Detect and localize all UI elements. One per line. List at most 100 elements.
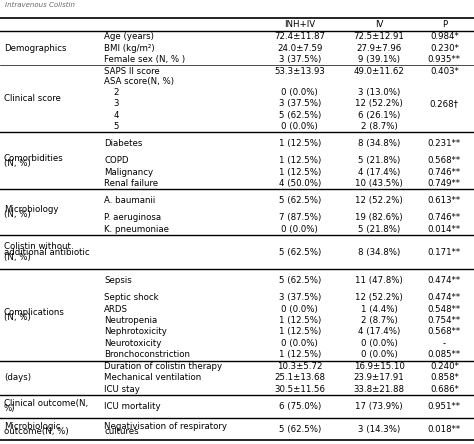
Text: 0.403*: 0.403* [430, 67, 459, 75]
Text: 3 (14.3%): 3 (14.3%) [358, 424, 401, 433]
Text: 0.749**: 0.749** [428, 179, 461, 188]
Text: 5 (21.8%): 5 (21.8%) [358, 225, 401, 234]
Text: 1 (12.5%): 1 (12.5%) [279, 350, 321, 359]
Text: 3 (37.5%): 3 (37.5%) [279, 99, 321, 108]
Text: 0 (0.0%): 0 (0.0%) [282, 87, 318, 97]
Text: INH+IV: INH+IV [284, 20, 315, 29]
Text: Microbiology: Microbiology [4, 205, 58, 214]
Text: 0.568**: 0.568** [428, 156, 461, 165]
Text: (N, %): (N, %) [4, 253, 30, 262]
Text: (N, %): (N, %) [4, 313, 30, 322]
Text: 5 (62.5%): 5 (62.5%) [279, 424, 321, 433]
Text: 3 (37.5%): 3 (37.5%) [279, 55, 321, 64]
Text: 3 (13.0%): 3 (13.0%) [358, 87, 401, 97]
Text: K. pneumoniae: K. pneumoniae [104, 225, 169, 234]
Text: 25.1±13.68: 25.1±13.68 [274, 373, 325, 382]
Text: Duration of colistin therapy: Duration of colistin therapy [104, 362, 222, 371]
Text: Neurotoxicity: Neurotoxicity [104, 339, 162, 348]
Text: %): %) [4, 404, 15, 413]
Text: Sepsis: Sepsis [104, 276, 132, 285]
Text: 5 (62.5%): 5 (62.5%) [279, 196, 321, 205]
Text: Demographics: Demographics [4, 44, 66, 53]
Text: COPD: COPD [104, 156, 129, 165]
Text: 2: 2 [114, 87, 119, 97]
Text: 5 (21.8%): 5 (21.8%) [358, 156, 401, 165]
Text: 0.548**: 0.548** [428, 305, 461, 313]
Text: ARDS: ARDS [104, 305, 128, 313]
Text: 17 (73.9%): 17 (73.9%) [356, 402, 403, 411]
Text: 72.4±11.87: 72.4±11.87 [274, 32, 325, 41]
Text: 3: 3 [114, 99, 119, 108]
Text: 0.231**: 0.231** [428, 139, 461, 148]
Text: -: - [443, 339, 446, 348]
Text: 6 (75.0%): 6 (75.0%) [279, 402, 321, 411]
Text: 1 (12.5%): 1 (12.5%) [279, 316, 321, 325]
Text: 0 (0.0%): 0 (0.0%) [361, 339, 398, 348]
Text: Comorbidities: Comorbidities [4, 154, 64, 163]
Text: 2 (8.7%): 2 (8.7%) [361, 316, 398, 325]
Text: 0 (0.0%): 0 (0.0%) [361, 350, 398, 359]
Text: 24.0±7.59: 24.0±7.59 [277, 44, 322, 53]
Text: Intravenous Colistin: Intravenous Colistin [5, 2, 75, 8]
Text: 1 (12.5%): 1 (12.5%) [279, 139, 321, 148]
Text: 0 (0.0%): 0 (0.0%) [282, 305, 318, 313]
Text: 0.935**: 0.935** [428, 55, 461, 64]
Text: 1 (4.4%): 1 (4.4%) [361, 305, 398, 313]
Text: 72.5±12.91: 72.5±12.91 [354, 32, 405, 41]
Text: 33.8±21.88: 33.8±21.88 [354, 385, 405, 393]
Text: cultures: cultures [104, 427, 139, 436]
Text: 12 (52.2%): 12 (52.2%) [356, 196, 403, 205]
Text: 1 (12.5%): 1 (12.5%) [279, 167, 321, 177]
Text: IV: IV [375, 20, 383, 29]
Text: 9 (39.1%): 9 (39.1%) [358, 55, 400, 64]
Text: 0.754**: 0.754** [428, 316, 461, 325]
Text: 8 (34.8%): 8 (34.8%) [358, 139, 401, 148]
Text: BMI (kg/m²): BMI (kg/m²) [104, 44, 155, 53]
Text: ASA score(N, %): ASA score(N, %) [104, 77, 174, 86]
Text: Malignancy: Malignancy [104, 167, 154, 177]
Text: Negativisation of respiratory: Negativisation of respiratory [104, 422, 227, 431]
Text: 5 (62.5%): 5 (62.5%) [279, 276, 321, 285]
Text: 0.951**: 0.951** [428, 402, 461, 411]
Text: 1 (12.5%): 1 (12.5%) [279, 328, 321, 337]
Text: Nephrotoxicity: Nephrotoxicity [104, 328, 167, 337]
Text: 3 (37.5%): 3 (37.5%) [279, 293, 321, 302]
Text: (N, %): (N, %) [4, 210, 30, 219]
Text: 4: 4 [114, 111, 119, 119]
Text: 30.5±11.56: 30.5±11.56 [274, 385, 325, 393]
Text: outcome(N, %): outcome(N, %) [4, 427, 68, 436]
Text: 0.568**: 0.568** [428, 328, 461, 337]
Text: 12 (52.2%): 12 (52.2%) [356, 293, 403, 302]
Text: 7 (87.5%): 7 (87.5%) [279, 213, 321, 222]
Text: SAPS II score: SAPS II score [104, 67, 160, 75]
Text: 0.171**: 0.171** [428, 248, 461, 257]
Text: Complications: Complications [4, 308, 64, 317]
Text: 10.3±5.72: 10.3±5.72 [277, 362, 322, 371]
Text: 6 (26.1%): 6 (26.1%) [358, 111, 401, 119]
Text: ICU stay: ICU stay [104, 385, 140, 393]
Text: 4 (17.4%): 4 (17.4%) [358, 328, 401, 337]
Text: 0.984*: 0.984* [430, 32, 459, 41]
Text: 0.240*: 0.240* [430, 362, 459, 371]
Text: 0.858*: 0.858* [430, 373, 459, 382]
Text: 16.9±15.10: 16.9±15.10 [354, 362, 405, 371]
Text: Microbiologic: Microbiologic [4, 422, 60, 431]
Text: 0.085**: 0.085** [428, 350, 461, 359]
Text: 0.686*: 0.686* [430, 385, 459, 393]
Text: 0.474**: 0.474** [428, 293, 461, 302]
Text: 1 (12.5%): 1 (12.5%) [279, 156, 321, 165]
Text: 0 (0.0%): 0 (0.0%) [282, 122, 318, 131]
Text: 49.0±11.62: 49.0±11.62 [354, 67, 405, 75]
Text: (days): (days) [4, 373, 31, 382]
Text: 0.746**: 0.746** [428, 167, 461, 177]
Text: 0.268†: 0.268† [430, 99, 459, 108]
Text: Diabetes: Diabetes [104, 139, 143, 148]
Text: 0.014**: 0.014** [428, 225, 461, 234]
Text: P: P [442, 20, 447, 29]
Text: 11 (47.8%): 11 (47.8%) [356, 276, 403, 285]
Text: 10 (43.5%): 10 (43.5%) [356, 179, 403, 188]
Text: 23.9±17.91: 23.9±17.91 [354, 373, 405, 382]
Text: Clinical score: Clinical score [4, 94, 61, 103]
Text: 0 (0.0%): 0 (0.0%) [282, 225, 318, 234]
Text: Female sex (N, % ): Female sex (N, % ) [104, 55, 185, 64]
